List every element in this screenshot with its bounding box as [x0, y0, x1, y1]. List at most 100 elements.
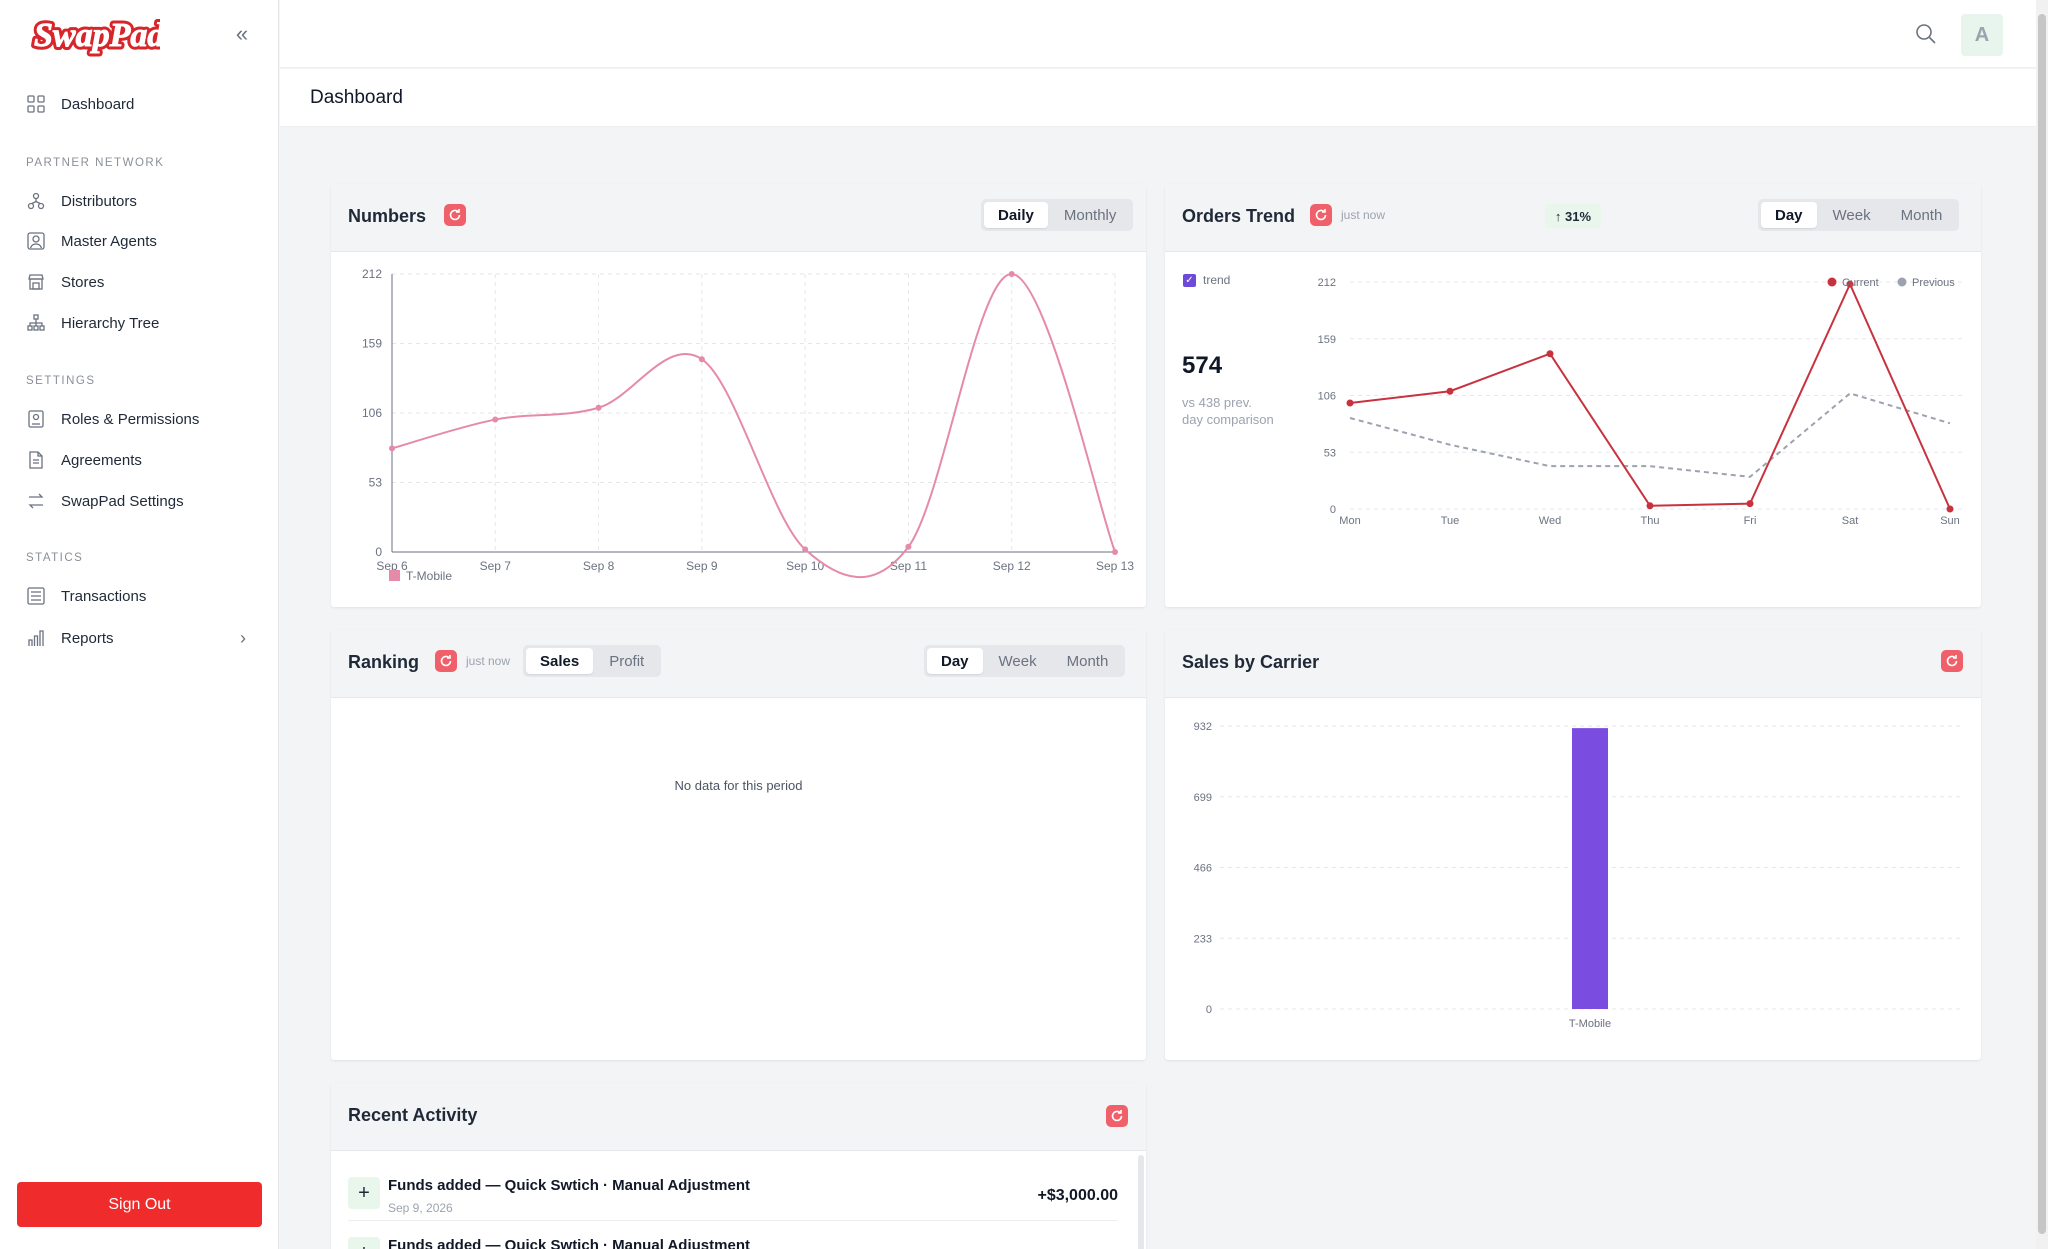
sidebar-item-label: Dashboard — [61, 95, 135, 113]
sidebar-item-label: Stores — [61, 273, 105, 291]
user-card-icon — [26, 231, 46, 251]
orders-trend-chart: 0 53 106 159 212 Mon Tue Wed Thu Fri Sat Sun Current… — [1318, 277, 1964, 527]
bar-chart-icon — [26, 628, 46, 648]
data-point — [1846, 280, 1854, 288]
sidebar-item-swappad-settings[interactable]: SwapPad Settings — [26, 483, 184, 519]
sidebar-item-reports[interactable]: Reports — [26, 620, 114, 656]
data-point — [1008, 271, 1015, 277]
sidebar-item-label: Transactions — [61, 587, 147, 605]
sidebar-item-label: Agreements — [61, 451, 142, 469]
refresh-icon[interactable] — [1941, 650, 1963, 672]
x-tick-label: Sat — [1842, 515, 1859, 527]
refresh-icon[interactable] — [1310, 204, 1332, 226]
page-header: Dashboard — [280, 69, 2036, 127]
chevron-right-icon[interactable]: › — [240, 628, 246, 648]
empty-state-text: No data for this period — [674, 778, 803, 793]
y-tick-label: 0 — [375, 545, 382, 559]
bar — [1572, 728, 1608, 1009]
y-tick-label: 53 — [1324, 447, 1336, 459]
refresh-icon[interactable] — [1106, 1105, 1128, 1127]
sales-by-carrier-card: Sales by Carrier 0 233 466 699 932 T-Mobile — [1165, 630, 1981, 1060]
x-tick-label: Sun — [1940, 515, 1960, 527]
sidebar: SwapPad SwapPad « Dashboard PARTNER NETW… — [0, 0, 279, 1249]
card-title: Sales by Carrier — [1182, 652, 1320, 672]
legend-label: Current — [1842, 277, 1879, 289]
tab-daily[interactable]: Daily — [984, 202, 1048, 228]
activity-scrollbar[interactable] — [1138, 1155, 1144, 1249]
sidebar-item-stores[interactable]: Stores — [26, 264, 104, 300]
list-item[interactable]: + Funds added — Quick Swtich · Manual Ad… — [348, 1237, 1118, 1249]
sidebar-item-roles-permissions[interactable]: Roles & Permissions — [26, 401, 199, 437]
y-tick-label: 106 — [1318, 391, 1336, 403]
activity-title: Funds added — Quick Swtich · Manual Adju… — [388, 1237, 750, 1249]
orders-comparison: vs 438 prev. day comparison — [1182, 394, 1274, 428]
x-tick-label: Sep 12 — [993, 559, 1031, 573]
tab-month[interactable]: Month — [1066, 652, 1109, 670]
legend-swatch — [1827, 277, 1837, 287]
sidebar-item-master-agents[interactable]: Master Agents — [26, 223, 157, 259]
card-title: Numbers — [348, 206, 427, 226]
y-tick-label: 466 — [1194, 863, 1212, 875]
numbers-period-toggle: Daily Monthly — [981, 199, 1134, 231]
tab-week[interactable]: Week — [1832, 206, 1871, 224]
data-point — [1446, 387, 1454, 395]
sidebar-item-label: Reports — [61, 629, 114, 647]
data-point — [492, 416, 499, 423]
checkbox-checked-icon: ✓ — [1183, 273, 1196, 287]
y-tick-label: 159 — [1318, 334, 1336, 346]
numbers-chart: 0 53 106 159 212 Sep 6 Sep 7 Sep 8 Sep 9 Sep 10 Se… — [362, 267, 1134, 583]
sales-by-carrier-chart: 0 233 466 699 932 T-Mobile — [1194, 721, 1960, 1030]
section-statics: STATICS — [26, 552, 84, 564]
updated-text: just now — [1341, 208, 1386, 222]
sidebar-item-hierarchy-tree[interactable]: Hierarchy Tree — [26, 305, 159, 341]
sidebar-item-agreements[interactable]: Agreements — [26, 442, 142, 478]
swappad-logo[interactable]: SwapPad SwapPad — [30, 10, 169, 65]
ranking-period-toggle: Day Week Month — [924, 645, 1126, 677]
scrollbar-thumb[interactable] — [2038, 14, 2046, 1234]
page-scrollbar[interactable] — [2036, 0, 2048, 1249]
tab-day[interactable]: Day — [927, 648, 983, 674]
series-line — [391, 272, 1116, 578]
tab-sales[interactable]: Sales — [526, 648, 594, 674]
y-tick-label: 159 — [362, 337, 382, 351]
recent-activity-card: Recent Activity — [331, 1083, 1146, 1249]
trend-checkbox[interactable]: ✓ trend — [1183, 273, 1230, 287]
tab-day[interactable]: Day — [1761, 202, 1817, 228]
svg-text:SwapPad: SwapPad — [34, 17, 160, 54]
tab-monthly[interactable]: Monthly — [1063, 206, 1117, 224]
card-title: Recent Activity — [348, 1105, 478, 1125]
data-point — [1646, 502, 1654, 510]
x-tick-label: Sep 7 — [480, 559, 512, 573]
legend-label: T-Mobile — [406, 569, 452, 583]
refresh-icon[interactable] — [444, 204, 466, 226]
data-point — [1946, 505, 1954, 513]
card-header: Numbers Daily Monthly — [331, 184, 1146, 252]
comparison-line: day comparison — [1182, 412, 1274, 427]
tab-profit[interactable]: Profit — [609, 652, 645, 670]
activity-amount: +$3,000.00 — [1037, 1187, 1118, 1204]
tab-week[interactable]: Week — [998, 652, 1037, 670]
refresh-icon[interactable] — [435, 650, 457, 672]
numbers-card: Numbers Daily Monthly 0 53 106 159 212 Sep 6 S… — [331, 184, 1146, 607]
activity-date: Sep 9, 2026 — [388, 1201, 453, 1215]
search-icon[interactable] — [1914, 22, 1938, 51]
svg-text:SwapPad: SwapPad — [34, 17, 160, 54]
collapse-sidebar-icon[interactable]: « — [235, 21, 249, 46]
sidebar-item-transactions[interactable]: Transactions — [26, 578, 146, 614]
list-item[interactable]: + Funds added — Quick Swtich · Manual Ad… — [348, 1177, 1118, 1221]
change-badge: ↑ 31% — [1545, 204, 1601, 228]
ranking-metric-toggle: Sales Profit — [523, 645, 662, 677]
tab-month[interactable]: Month — [1900, 206, 1943, 224]
sidebar-item-dashboard[interactable]: Dashboard — [26, 86, 134, 122]
sign-out-button[interactable]: Sign Out — [17, 1182, 262, 1227]
x-tick-label: Sep 11 — [890, 559, 927, 573]
sidebar-item-distributors[interactable]: Distributors — [26, 183, 137, 219]
updated-text: just now — [466, 654, 511, 668]
avatar[interactable]: A — [1961, 14, 2003, 56]
x-tick-label: T-Mobile — [1569, 1018, 1611, 1030]
document-icon — [26, 450, 46, 470]
card-title: Orders Trend — [1182, 206, 1296, 226]
data-point — [905, 543, 912, 550]
hierarchy-icon — [26, 313, 46, 333]
y-tick-label: 0 — [1330, 504, 1336, 516]
